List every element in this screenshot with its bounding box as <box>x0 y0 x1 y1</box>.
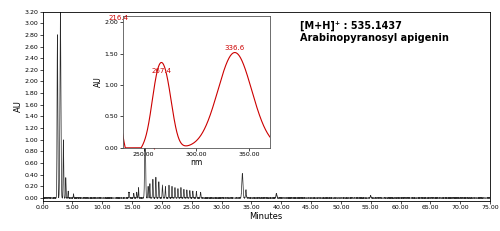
Text: 216.4: 216.4 <box>108 15 128 21</box>
X-axis label: nm: nm <box>190 158 202 167</box>
Text: [M+H]⁺ : 535.1437
Arabinopyranosyl apigenin: [M+H]⁺ : 535.1437 Arabinopyranosyl apige… <box>300 21 448 43</box>
Text: 267.4: 267.4 <box>152 68 172 74</box>
X-axis label: Minutes: Minutes <box>250 212 283 221</box>
Y-axis label: AU: AU <box>94 77 103 87</box>
Text: 336.6: 336.6 <box>224 45 245 51</box>
Y-axis label: AU: AU <box>14 100 23 112</box>
